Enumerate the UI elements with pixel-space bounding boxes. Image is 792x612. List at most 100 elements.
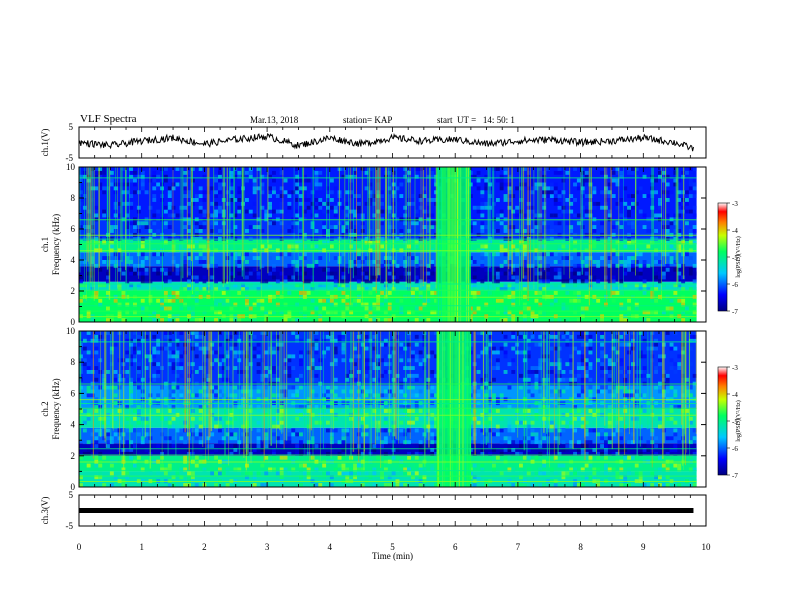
ch1-spec-texel: [245, 252, 249, 257]
ch2-spec-texel: [380, 405, 384, 409]
ch1-spec-texel: [673, 170, 678, 175]
ch1-spec-texel: [538, 271, 543, 276]
ch2-spec-texel: [210, 471, 215, 476]
ch2-spec-texel: [623, 393, 628, 398]
ch2-spec-texel: [569, 358, 574, 363]
ch2-spec-texel: [588, 463, 593, 468]
ch1-spec-texel: [534, 182, 539, 187]
ch1-spec-texel: [411, 194, 415, 198]
ch1-spec-texel: [507, 318, 512, 322]
ch2-spec-texel: [90, 338, 95, 343]
ch2-spec-texel: [519, 455, 523, 460]
ch1-spec-texel: [106, 318, 110, 322]
ch1-spec-texel: [646, 310, 651, 315]
ch1-spec-texel: [152, 178, 157, 183]
ch1-spec-texel: [476, 170, 481, 175]
ch2-spec-texel: [272, 467, 276, 472]
ch1-spec-texel: [688, 287, 693, 291]
ch2-spec-texel: [283, 389, 288, 394]
ch2-spec-texel: [233, 436, 238, 441]
ch2-spec-texel: [345, 373, 350, 378]
ch2-spec-texel: [665, 331, 670, 335]
ch2-spec-texel: [530, 393, 535, 398]
ch1-spec-texel: [507, 283, 512, 288]
ch2-spec-texel: [619, 362, 624, 367]
ch2-spec-texel: [171, 350, 176, 355]
ch2-spec-texel: [341, 331, 346, 335]
ch2-spec-texel: [86, 440, 91, 445]
ch2-spec-texel: [225, 467, 230, 472]
ch2-spec-texel: [638, 451, 643, 456]
ch2-spec-texel: [256, 362, 261, 367]
ch2-spec-texel: [272, 370, 276, 374]
ch2-spec-texel: [133, 350, 137, 355]
ch2-spec-texel: [272, 424, 276, 429]
ch2-spec-texel: [507, 420, 512, 425]
ch1-spec-texel: [546, 167, 550, 171]
ch1-spec-texel: [314, 198, 319, 202]
ch1-spec-texel: [210, 291, 215, 295]
ch1-spec-texel: [561, 205, 566, 210]
ch1-spec-texel: [569, 279, 574, 284]
ch1-spec-texel: [542, 174, 547, 179]
ch2-spec-texel: [661, 483, 666, 487]
ch1-spec-texel: [499, 174, 504, 179]
ch2-spec-texel: [692, 334, 697, 339]
ch2-spec-texel: [673, 428, 678, 433]
ch2-spec-texel: [588, 455, 593, 460]
ch1-spec-texel: [98, 186, 103, 191]
ch1-spec-texel: [542, 225, 547, 229]
ch1-spec-texel: [306, 198, 311, 202]
ch2-spec-texel: [627, 475, 631, 480]
ch1-spec-texel: [94, 302, 99, 307]
ch2-spec-texel: [565, 420, 570, 425]
ch1-spec-texel: [538, 256, 543, 260]
ch2-spec-texel: [275, 436, 280, 441]
ch2-spec-texel: [592, 377, 597, 382]
ch1-spec-texel: [411, 287, 415, 291]
ch1-spec-texel: [341, 174, 346, 179]
ch1-spec-texel: [133, 178, 137, 183]
ch1-spec-texel: [295, 186, 300, 191]
ch2-spec-texel: [109, 483, 114, 487]
ch1-spec-texel: [642, 291, 647, 295]
ch2-spec-texel: [314, 346, 319, 351]
ch2-spec-texel: [106, 444, 110, 448]
ch2-spec-texel: [607, 373, 612, 378]
ch1-spec-texel: [634, 252, 639, 257]
ch1-spec-texel: [248, 310, 253, 315]
ch2-spec-texel: [646, 440, 651, 445]
ch1-spec-texel: [214, 209, 218, 214]
ch1-spec-texel: [152, 170, 157, 175]
ch1-spec-texel: [194, 279, 199, 284]
ch1-spec-texel: [414, 167, 419, 171]
ch1-spec-texel: [314, 205, 319, 210]
ch2-spec-texel: [495, 358, 500, 363]
ch1-spec-texel: [414, 263, 419, 268]
ch2-spec-texel: [430, 373, 435, 378]
ch1-spec-texel: [322, 229, 327, 233]
ch1-spec-texel: [546, 271, 550, 276]
ch1-spec-texel: [499, 240, 504, 245]
ch1-spec-texel: [125, 260, 130, 264]
ch1-spec-texel: [615, 252, 620, 257]
ch1-spec-texel: [364, 287, 369, 291]
ch2-spec-texel: [580, 334, 585, 339]
ch1-spec-texel: [607, 263, 612, 268]
ch1-spec-texel: [665, 240, 670, 245]
ch2-spec-texel: [669, 416, 674, 421]
ch1-spec-texel: [584, 256, 589, 260]
ch2-spec-texel: [287, 366, 292, 370]
ch1-spec-texel: [654, 275, 658, 280]
ch1-spec-texel: [109, 244, 114, 249]
ch2-spec-texel: [576, 366, 581, 370]
ch1-spec-texel: [79, 201, 83, 206]
ch2-spec-texel: [86, 416, 91, 421]
ch2-spec-texel: [86, 370, 91, 374]
ch1-spec-texel: [383, 318, 388, 322]
ch2-spec-texel: [627, 483, 631, 487]
ch2-spec-texel: [495, 483, 500, 487]
ch2-spec-texel: [619, 475, 624, 480]
ch2-spec-texel: [492, 448, 496, 452]
ch1-spec-texel: [673, 240, 678, 245]
